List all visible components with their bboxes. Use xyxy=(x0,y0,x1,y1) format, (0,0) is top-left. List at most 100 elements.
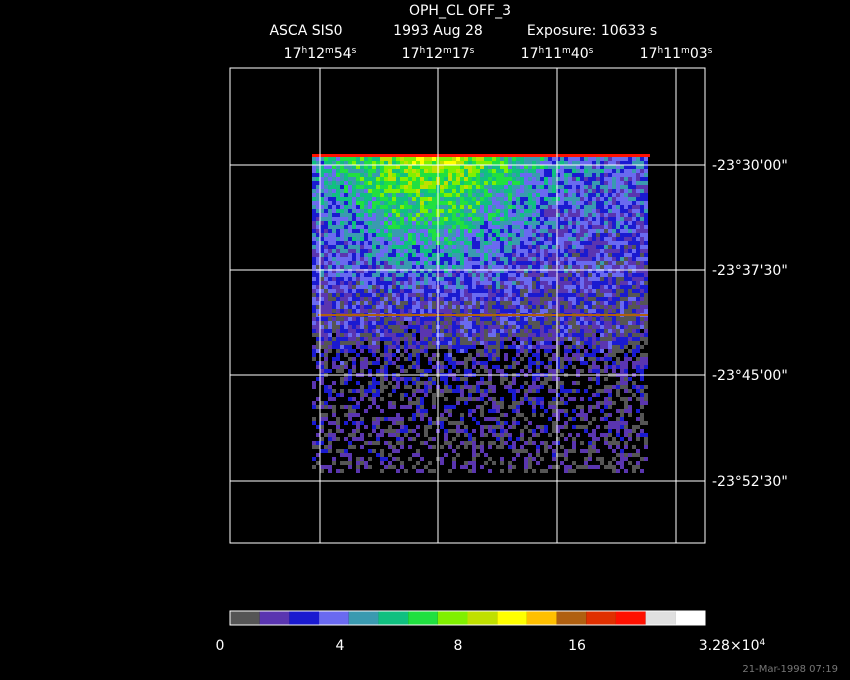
image-pixel xyxy=(320,285,324,289)
image-pixel xyxy=(324,193,328,197)
image-pixel xyxy=(428,321,432,325)
image-pixel xyxy=(504,289,508,293)
image-pixel xyxy=(456,345,460,349)
image-pixel xyxy=(516,265,520,269)
image-pixel xyxy=(356,229,360,233)
image-pixel xyxy=(404,277,408,281)
image-pixel xyxy=(640,189,644,193)
image-pixel xyxy=(400,249,404,253)
image-pixel xyxy=(528,309,532,313)
image-pixel xyxy=(596,165,600,169)
image-pixel xyxy=(488,381,492,385)
image-pixel xyxy=(540,385,544,389)
image-pixel xyxy=(488,337,492,341)
image-pixel xyxy=(324,433,328,437)
image-pixel xyxy=(428,341,432,345)
image-pixel xyxy=(356,241,360,245)
image-pixel xyxy=(636,193,640,197)
image-pixel xyxy=(376,349,380,353)
image-pixel xyxy=(548,165,552,169)
image-pixel xyxy=(580,281,584,285)
image-pixel xyxy=(456,197,460,201)
image-pixel xyxy=(400,265,404,269)
image-pixel xyxy=(484,261,488,265)
image-pixel xyxy=(464,349,468,353)
image-pixel xyxy=(440,213,444,217)
image-pixel xyxy=(332,221,336,225)
image-pixel xyxy=(464,181,468,185)
image-pixel xyxy=(532,157,536,161)
image-pixel xyxy=(444,321,448,325)
image-pixel xyxy=(504,365,508,369)
image-pixel xyxy=(460,345,464,349)
image-pixel xyxy=(632,233,636,237)
image-pixel xyxy=(512,345,516,349)
image-pixel xyxy=(536,285,540,289)
image-pixel xyxy=(412,417,416,421)
image-pixel xyxy=(388,261,392,265)
image-pixel xyxy=(372,269,376,273)
image-pixel xyxy=(624,257,628,261)
image-pixel xyxy=(528,321,532,325)
image-pixel xyxy=(608,221,612,225)
image-pixel xyxy=(600,297,604,301)
image-pixel xyxy=(444,377,448,381)
image-pixel xyxy=(428,317,432,321)
image-pixel xyxy=(512,165,516,169)
image-pixel xyxy=(504,421,508,425)
image-pixel xyxy=(504,221,508,225)
image-pixel xyxy=(420,397,424,401)
image-pixel xyxy=(628,277,632,281)
image-pixel xyxy=(592,433,596,437)
image-pixel xyxy=(456,177,460,181)
image-pixel xyxy=(580,405,584,409)
image-pixel xyxy=(536,193,540,197)
image-pixel xyxy=(452,309,456,313)
image-pixel xyxy=(352,421,356,425)
image-pixel xyxy=(412,429,416,433)
image-pixel xyxy=(368,369,372,373)
image-pixel xyxy=(620,301,624,305)
image-pixel xyxy=(456,401,460,405)
image-pixel xyxy=(388,237,392,241)
image-pixel xyxy=(548,197,552,201)
image-pixel xyxy=(464,425,468,429)
image-pixel xyxy=(616,217,620,221)
image-pixel xyxy=(640,185,644,189)
image-pixel xyxy=(600,157,604,161)
image-pixel xyxy=(340,329,344,333)
image-pixel xyxy=(352,317,356,321)
image-pixel xyxy=(540,157,544,161)
image-pixel xyxy=(352,277,356,281)
image-pixel xyxy=(360,185,364,189)
image-pixel xyxy=(336,269,340,273)
image-pixel xyxy=(428,357,432,361)
image-pixel xyxy=(464,401,468,405)
image-pixel xyxy=(636,185,640,189)
image-pixel xyxy=(632,201,636,205)
image-pixel xyxy=(596,213,600,217)
image-pixel xyxy=(480,413,484,417)
image-pixel xyxy=(536,181,540,185)
image-pixel xyxy=(576,325,580,329)
image-pixel xyxy=(572,257,576,261)
image-pixel xyxy=(496,289,500,293)
image-pixel xyxy=(456,277,460,281)
image-pixel xyxy=(444,197,448,201)
image-pixel xyxy=(452,217,456,221)
image-pixel xyxy=(528,253,532,257)
image-pixel xyxy=(576,321,580,325)
image-pixel xyxy=(548,209,552,213)
image-pixel xyxy=(480,245,484,249)
image-pixel xyxy=(608,233,612,237)
image-pixel xyxy=(616,285,620,289)
image-pixel xyxy=(540,205,544,209)
image-pixel xyxy=(528,181,532,185)
image-pixel xyxy=(420,237,424,241)
image-pixel xyxy=(344,377,348,381)
image-pixel xyxy=(540,241,544,245)
image-pixel xyxy=(428,345,432,349)
image-pixel xyxy=(364,237,368,241)
image-pixel xyxy=(456,161,460,165)
image-pixel xyxy=(440,301,444,305)
